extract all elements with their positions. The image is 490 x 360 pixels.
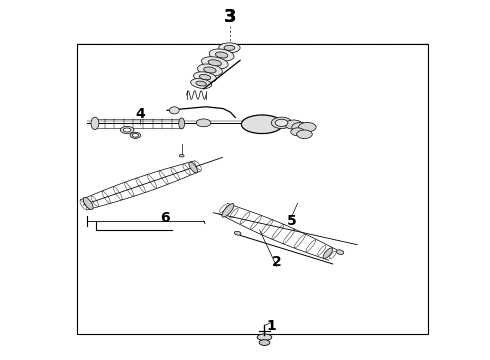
- Ellipse shape: [123, 128, 131, 132]
- Ellipse shape: [91, 117, 99, 130]
- Ellipse shape: [291, 128, 304, 136]
- Ellipse shape: [179, 118, 185, 129]
- Ellipse shape: [179, 154, 184, 157]
- Circle shape: [170, 107, 179, 114]
- Ellipse shape: [234, 231, 241, 235]
- Ellipse shape: [222, 203, 234, 217]
- Ellipse shape: [120, 126, 134, 134]
- Ellipse shape: [216, 52, 228, 58]
- Ellipse shape: [83, 197, 93, 210]
- Text: 2: 2: [272, 255, 282, 269]
- Ellipse shape: [204, 67, 216, 73]
- Ellipse shape: [209, 49, 234, 61]
- Ellipse shape: [257, 334, 272, 341]
- Ellipse shape: [296, 130, 312, 139]
- Ellipse shape: [130, 132, 141, 138]
- Ellipse shape: [196, 119, 211, 127]
- Ellipse shape: [271, 117, 292, 129]
- Text: 3: 3: [224, 9, 237, 27]
- Ellipse shape: [224, 45, 235, 50]
- Ellipse shape: [196, 81, 206, 86]
- Text: 5: 5: [287, 214, 296, 228]
- Ellipse shape: [259, 340, 270, 345]
- Ellipse shape: [201, 57, 228, 69]
- Ellipse shape: [298, 122, 316, 132]
- Ellipse shape: [292, 122, 309, 132]
- Bar: [77, 44, 428, 334]
- Text: 3: 3: [224, 9, 237, 27]
- Ellipse shape: [189, 162, 197, 173]
- Text: 1: 1: [267, 319, 277, 333]
- Ellipse shape: [285, 120, 302, 129]
- Ellipse shape: [323, 248, 333, 258]
- Text: 6: 6: [160, 211, 170, 225]
- Ellipse shape: [199, 75, 211, 80]
- Ellipse shape: [275, 119, 288, 126]
- Ellipse shape: [337, 250, 344, 255]
- Ellipse shape: [194, 72, 217, 82]
- Ellipse shape: [219, 43, 240, 53]
- Text: 4: 4: [135, 107, 145, 121]
- Ellipse shape: [208, 60, 221, 66]
- Ellipse shape: [242, 115, 283, 134]
- Ellipse shape: [197, 64, 222, 76]
- Ellipse shape: [191, 78, 212, 89]
- Ellipse shape: [132, 134, 139, 137]
